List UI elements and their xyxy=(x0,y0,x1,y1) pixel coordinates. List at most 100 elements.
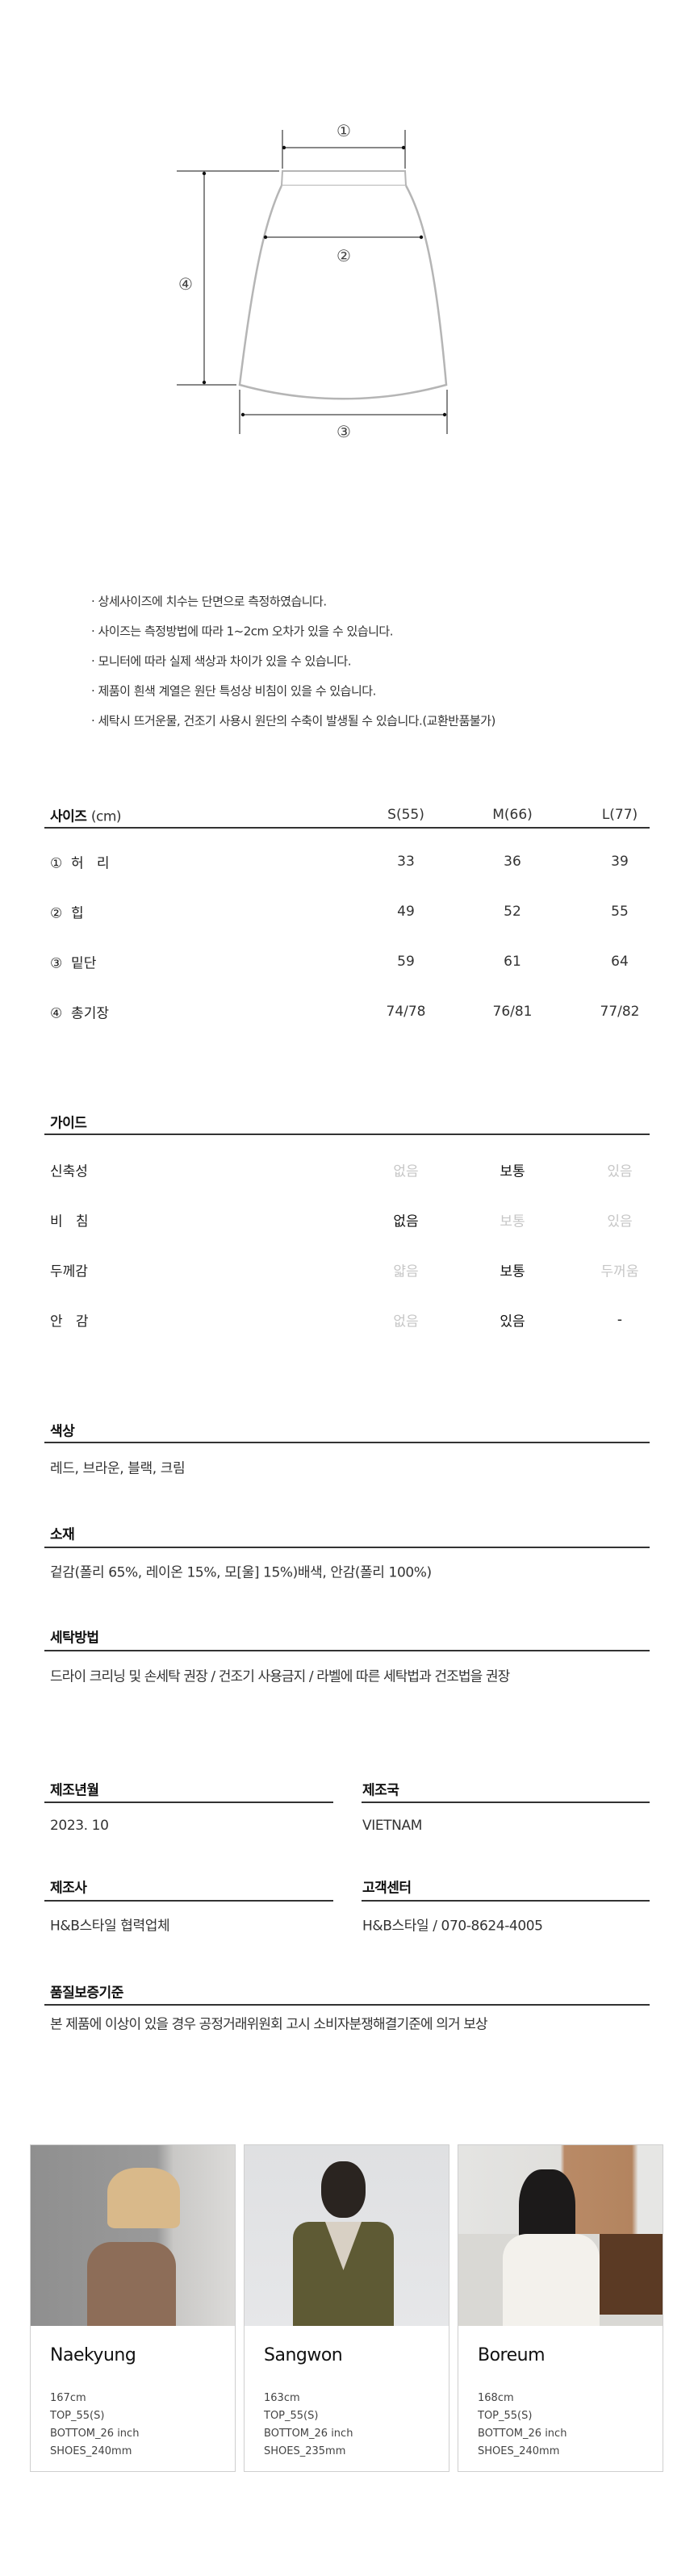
note-item: · 상세사이즈에 치수는 단면으로 측정하였습니다. xyxy=(91,594,327,609)
divider xyxy=(44,1134,650,1135)
cell-value: 74/78 xyxy=(386,1004,426,1020)
note-item: · 세탁시 뜨거운물, 건조기 사용시 원단의 수축이 발생될 수 있습니다.(… xyxy=(91,713,495,729)
row-label: ③ 밑단 xyxy=(50,955,97,972)
row-label: ① 허 리 xyxy=(50,855,110,872)
cell-value: 39 xyxy=(611,854,629,870)
model-bottom-size: BOTTOM_26 inch xyxy=(264,2428,353,2440)
skirt-outline-drawing xyxy=(177,130,448,434)
guide-option: 보통 xyxy=(500,1163,525,1180)
color-value: 레드, 브라운, 블랙, 크림 xyxy=(50,1460,186,1477)
guide-option: 없음 xyxy=(393,1313,419,1330)
washing-title: 세탁방법 xyxy=(50,1630,99,1647)
model-card: Naekyung 167cm TOP_55(S) BOTTOM_26 inch … xyxy=(30,2144,236,2472)
cell-value: 64 xyxy=(611,954,629,970)
hem-marker-label: ③ xyxy=(337,422,351,441)
divider xyxy=(44,1442,650,1443)
model-stats: 163cm TOP_55(S) BOTTOM_26 inch SHOES_235… xyxy=(264,2390,353,2461)
model-height: 167cm xyxy=(50,2392,86,2404)
quality-title: 품질보증기준 xyxy=(50,1985,123,2002)
length-marker-label: ④ xyxy=(178,274,193,294)
divider xyxy=(44,1900,333,1902)
cs-value: H&B스타일 / 070-8624-4005 xyxy=(362,1918,543,1935)
model-photo xyxy=(458,2145,663,2326)
model-shoe-size: SHOES_240mm xyxy=(478,2445,560,2457)
model-stats: 167cm TOP_55(S) BOTTOM_26 inch SHOES_240… xyxy=(50,2390,139,2461)
skirt-size-diagram: ① ② ③ ④ xyxy=(0,0,694,484)
cell-value: 33 xyxy=(397,854,415,870)
cell-value: 59 xyxy=(397,954,415,970)
waist-marker-label: ① xyxy=(337,121,351,140)
model-card: Boreum 168cm TOP_55(S) BOTTOM_26 inch SH… xyxy=(458,2144,663,2472)
country-title: 제조국 xyxy=(362,1782,399,1799)
guide-option: 없음 xyxy=(393,1213,419,1230)
guide-label: 안 감 xyxy=(50,1313,89,1330)
model-name: Sangwon xyxy=(264,2345,343,2365)
material-value: 겉감(폴리 65%, 레이온 15%, 모[울] 15%)배색, 안감(폴리 1… xyxy=(50,1564,432,1581)
guide-label: 두께감 xyxy=(50,1263,88,1280)
guide-option: 있음 xyxy=(607,1213,633,1230)
maker-value: H&B스타일 협력업체 xyxy=(50,1918,170,1935)
body-shape xyxy=(87,2242,176,2326)
model-bottom-size: BOTTOM_26 inch xyxy=(478,2428,567,2440)
guide-option: 있음 xyxy=(500,1313,525,1330)
body-shape xyxy=(503,2234,600,2326)
divider xyxy=(44,2004,650,2006)
model-shoe-size: SHOES_240mm xyxy=(50,2445,132,2457)
model-top-size: TOP_55(S) xyxy=(478,2410,533,2422)
note-item: · 사이즈는 측정방법에 따라 1~2cm 오차가 있을 수 있습니다. xyxy=(91,624,394,639)
size-title-text: 사이즈 xyxy=(50,808,87,825)
column-header-s: S(55) xyxy=(387,807,424,823)
guide-label: 신축성 xyxy=(50,1163,88,1180)
column-header-l: L(77) xyxy=(601,807,638,823)
hip-marker-label: ② xyxy=(337,246,351,265)
row-label: ④ 총기장 xyxy=(50,1005,109,1022)
note-item: · 제품이 흰색 계열은 원단 특성상 비침이 있을 수 있습니다. xyxy=(91,683,376,699)
country-value: VIETNAM xyxy=(362,1818,422,1834)
table-shape xyxy=(600,2234,663,2315)
cell-value: 55 xyxy=(611,904,629,920)
cell-value: 52 xyxy=(504,904,521,920)
model-photo xyxy=(245,2145,449,2326)
guide-label: 비 침 xyxy=(50,1213,89,1230)
cell-value: 76/81 xyxy=(492,1004,533,1020)
washing-value: 드라이 크리닝 및 손세탁 권장 / 건조기 사용금지 / 라벨에 따른 세탁법… xyxy=(50,1668,510,1685)
guide-option: 없음 xyxy=(393,1163,419,1180)
model-top-size: TOP_55(S) xyxy=(50,2410,105,2422)
row-label: ② 힙 xyxy=(50,905,84,922)
guide-option: 있음 xyxy=(607,1163,633,1180)
cell-value: 61 xyxy=(504,954,521,970)
model-bottom-size: BOTTOM_26 inch xyxy=(50,2428,140,2440)
divider xyxy=(362,1900,650,1902)
cell-value: 36 xyxy=(504,854,521,870)
guide-option: 보통 xyxy=(500,1263,525,1280)
maker-title: 제조사 xyxy=(50,1880,87,1897)
model-height: 168cm xyxy=(478,2392,514,2404)
quality-value: 본 제품에 이상이 있을 경우 공정거래위원회 고시 소비자분쟁해결기준에 의거… xyxy=(50,2016,488,2033)
hat-shape xyxy=(107,2168,180,2228)
divider xyxy=(44,827,650,829)
model-shoe-size: SHOES_235mm xyxy=(264,2445,346,2457)
divider xyxy=(44,1547,650,1548)
model-photo xyxy=(31,2145,235,2326)
model-name: Boreum xyxy=(478,2345,546,2365)
guide-option: 두꺼움 xyxy=(600,1263,639,1280)
size-unit-text: (cm) xyxy=(90,808,122,825)
model-stats: 168cm TOP_55(S) BOTTOM_26 inch SHOES_240… xyxy=(478,2390,566,2461)
model-height: 163cm xyxy=(264,2392,300,2404)
guide-option: - xyxy=(617,1312,623,1328)
color-title: 색상 xyxy=(50,1423,75,1440)
material-title: 소재 xyxy=(50,1526,75,1543)
model-name: Naekyung xyxy=(50,2345,136,2365)
model-top-size: TOP_55(S) xyxy=(264,2410,319,2422)
column-header-m: M(66) xyxy=(492,807,533,823)
cs-title: 고객센터 xyxy=(362,1880,412,1897)
divider xyxy=(362,1802,650,1803)
made-date-value: 2023. 10 xyxy=(50,1818,109,1834)
note-item: · 모니터에 따라 실제 색상과 차이가 있을 수 있습니다. xyxy=(91,653,351,669)
made-date-title: 제조년월 xyxy=(50,1782,99,1799)
hair-shape xyxy=(321,2161,366,2218)
cell-value: 49 xyxy=(397,904,415,920)
divider xyxy=(44,1650,650,1651)
guide-title: 가이드 xyxy=(50,1115,87,1132)
guide-option: 얇음 xyxy=(393,1263,419,1280)
